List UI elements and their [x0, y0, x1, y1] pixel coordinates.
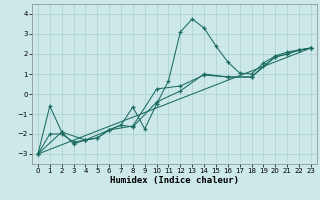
X-axis label: Humidex (Indice chaleur): Humidex (Indice chaleur) [110, 176, 239, 185]
